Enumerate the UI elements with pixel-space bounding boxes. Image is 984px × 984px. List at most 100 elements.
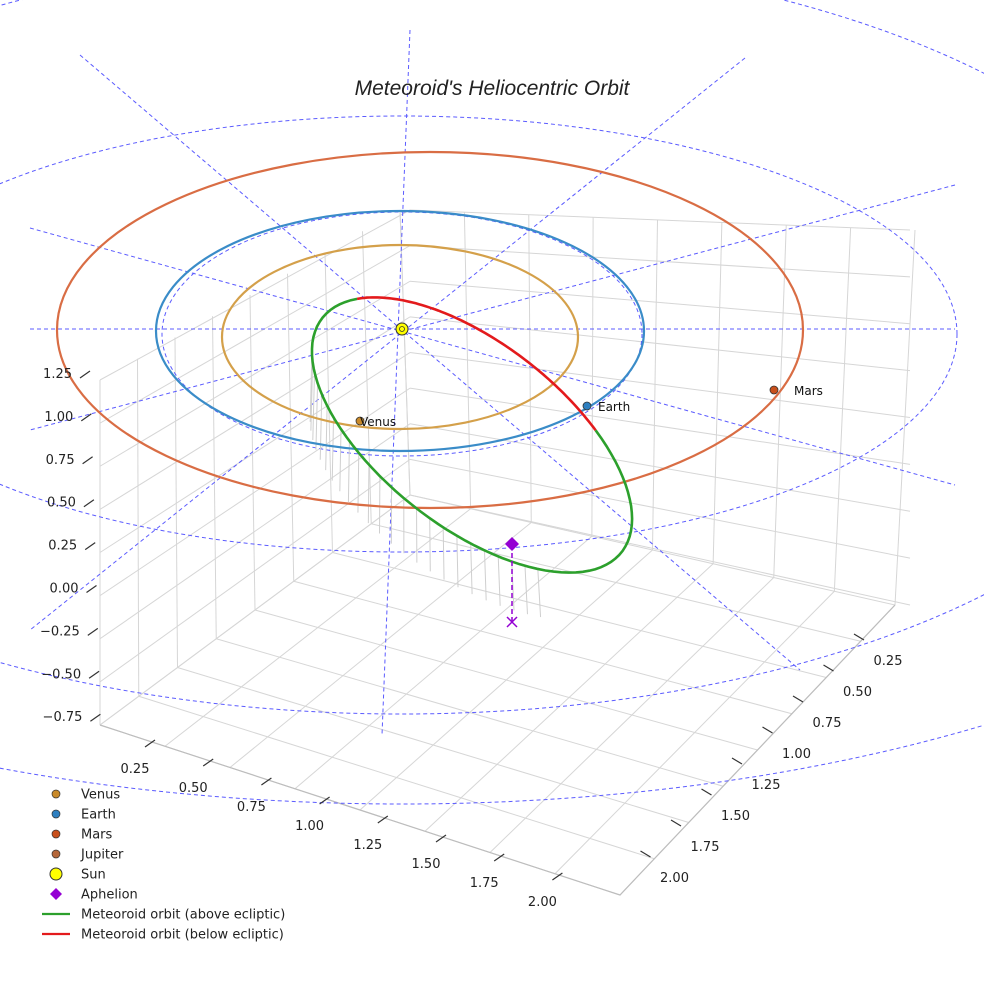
grid-line	[212, 316, 217, 639]
grid-line	[409, 352, 911, 418]
drop-line	[497, 556, 501, 606]
mars-marker	[769, 385, 779, 395]
grid-line	[409, 458, 911, 559]
legend-item: Venus	[51, 788, 120, 803]
x-tick-mark	[144, 739, 156, 748]
grid-line	[99, 458, 411, 683]
y-tick-label: 1.50	[721, 809, 750, 824]
grid-line	[409, 209, 911, 231]
drop-line	[325, 405, 328, 471]
z-tick-mark	[80, 413, 92, 422]
grid-line	[174, 337, 178, 668]
x-tick-mark	[261, 777, 272, 786]
grid-line	[424, 563, 714, 832]
grid-line	[652, 219, 658, 551]
legend-marker	[51, 849, 61, 859]
drop-line	[357, 452, 360, 513]
orbit-drop-lines	[309, 352, 542, 618]
grid-line	[591, 217, 594, 537]
z-tick-label: −0.75	[43, 710, 83, 725]
planet-orbits	[55, 150, 805, 510]
y-tick-label: 0.75	[813, 716, 842, 731]
x-tick-label: 0.50	[179, 781, 208, 796]
chart-title: Meteoroid's Heliocentric Orbit	[355, 77, 631, 100]
y-tick-mark	[792, 695, 804, 703]
x-tick-label: 0.25	[121, 762, 150, 777]
grid-line	[409, 423, 911, 512]
drop-line	[310, 361, 314, 431]
grid-line	[399, 209, 411, 496]
grid-line	[409, 494, 911, 606]
ecliptic-ring	[0, 0, 984, 715]
drop-line	[312, 372, 316, 440]
grid-line	[894, 229, 916, 606]
z-tick-label: 1.00	[44, 410, 73, 425]
z-tick-label: 0.50	[47, 496, 76, 511]
y-tick-mark	[640, 850, 651, 858]
grid-line	[362, 231, 372, 524]
ecliptic-ring	[0, 724, 984, 805]
grid-line	[371, 523, 861, 642]
ecliptic-reference-lines	[0, 0, 984, 805]
legend-label: Meteoroid orbit (above ecliptic)	[81, 908, 285, 923]
z-tick-mark	[79, 370, 91, 379]
grid-line	[409, 280, 911, 325]
ecliptic-axis-line	[29, 57, 746, 631]
drop-line	[347, 441, 350, 502]
y-tick-mark	[853, 633, 865, 641]
z-tick-mark	[87, 627, 99, 636]
grid-line	[287, 273, 295, 582]
legend-marker	[51, 809, 61, 819]
grid-line	[554, 590, 835, 875]
legend: Venus Earth Mars Jupiter Sun Aphelion Meteoroi…	[42, 788, 285, 943]
grid-line	[409, 245, 911, 278]
legend-label: Meteoroid orbit (below ecliptic)	[81, 928, 284, 943]
legend-label: Venus	[81, 788, 120, 803]
legend-marker	[49, 867, 63, 881]
x-tick-label: 1.50	[412, 857, 441, 872]
earth-marker	[582, 401, 592, 411]
legend-label: Sun	[81, 868, 106, 883]
grid-line	[99, 245, 411, 424]
y-tick-mark	[731, 757, 743, 765]
axis-ticks: 1.25 1.00 0.75 0.50 0.25 0.00 −0.25 −0.50 −0.75 0…	[40, 367, 903, 910]
grid-line	[409, 316, 911, 372]
x-tick-label: 2.00	[528, 895, 557, 910]
z-tick-label: 0.25	[48, 539, 77, 554]
x-tick-label: 0.75	[237, 800, 266, 815]
drop-line	[456, 535, 459, 588]
grid-line	[409, 494, 896, 606]
grid-line	[528, 214, 532, 523]
z-tick-mark	[83, 499, 95, 508]
y-tick-mark	[762, 726, 773, 734]
legend-item: Meteoroid orbit (below ecliptic)	[42, 928, 284, 943]
grid-line	[332, 552, 827, 678]
y-tick-label: 2.00	[660, 871, 689, 886]
z-tick-label: 1.25	[43, 367, 72, 382]
y-tick-label: 1.25	[752, 778, 781, 793]
legend-marker	[51, 789, 61, 799]
legend-label: Aphelion	[81, 888, 138, 903]
legend-marker	[50, 888, 62, 900]
z-tick-mark	[90, 713, 101, 722]
z-tick-label: 0.00	[50, 582, 79, 597]
drop-line	[429, 518, 431, 572]
legend-item: Earth	[51, 808, 116, 823]
z-tick-mark	[84, 542, 96, 551]
ecliptic-axis-line	[79, 54, 801, 671]
legend-item: Aphelion	[50, 888, 138, 903]
axis-pane	[99, 604, 896, 896]
grid-line	[99, 280, 411, 467]
meteoroid-orbit-below	[356, 296, 597, 432]
y-tick-mark	[670, 819, 682, 827]
grid-line	[833, 227, 852, 592]
x-tick-label: 1.00	[295, 819, 324, 834]
x-tick-mark	[493, 853, 505, 862]
drop-line	[483, 550, 487, 601]
z-tick-mark	[86, 585, 97, 593]
grid-lines	[99, 209, 916, 896]
drop-line	[331, 417, 335, 481]
legend-marker	[51, 829, 61, 839]
meteoroid-orbit-above	[310, 297, 634, 574]
